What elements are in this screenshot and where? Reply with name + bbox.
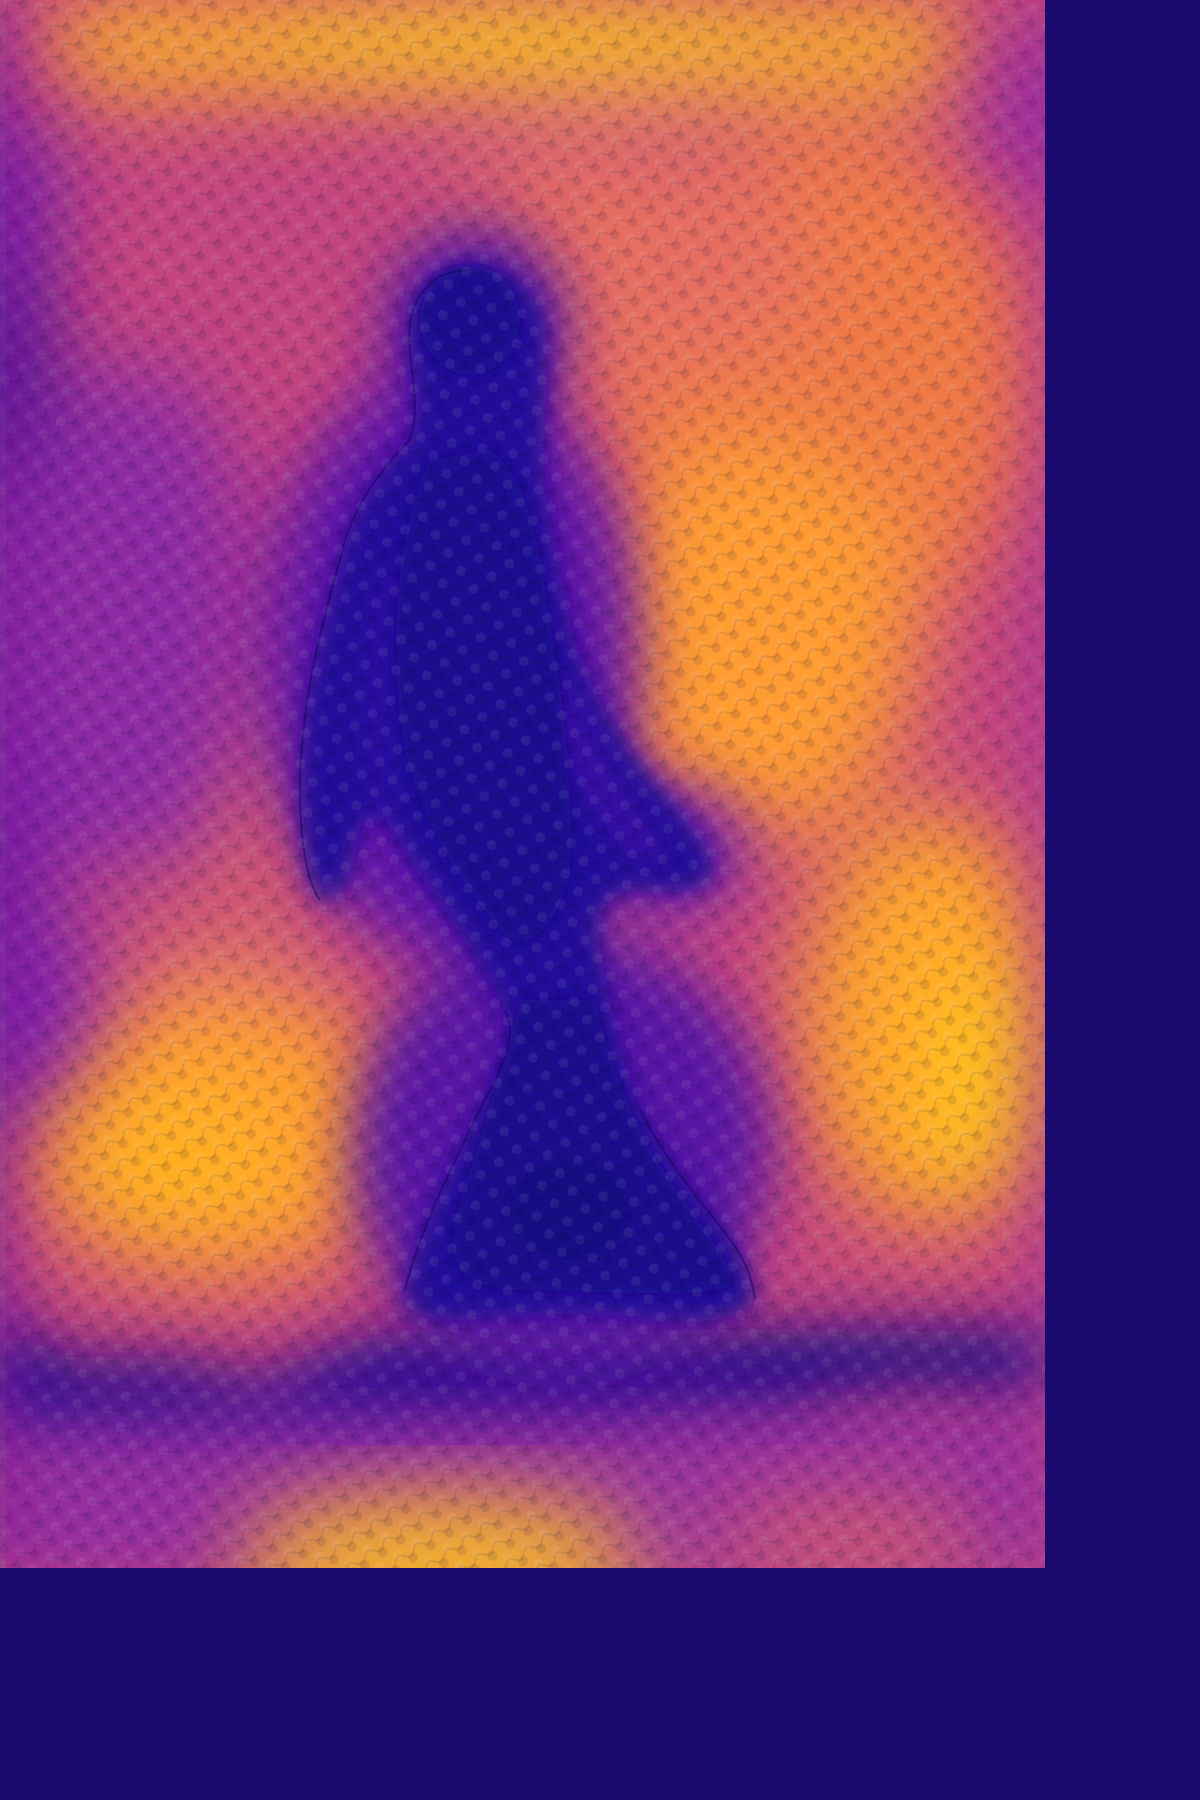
sensor-texture [0, 0, 1045, 1568]
thermal-image [0, 0, 1045, 1568]
edge-vignette [0, 0, 1045, 1568]
thermal-canvas [0, 0, 1045, 1568]
